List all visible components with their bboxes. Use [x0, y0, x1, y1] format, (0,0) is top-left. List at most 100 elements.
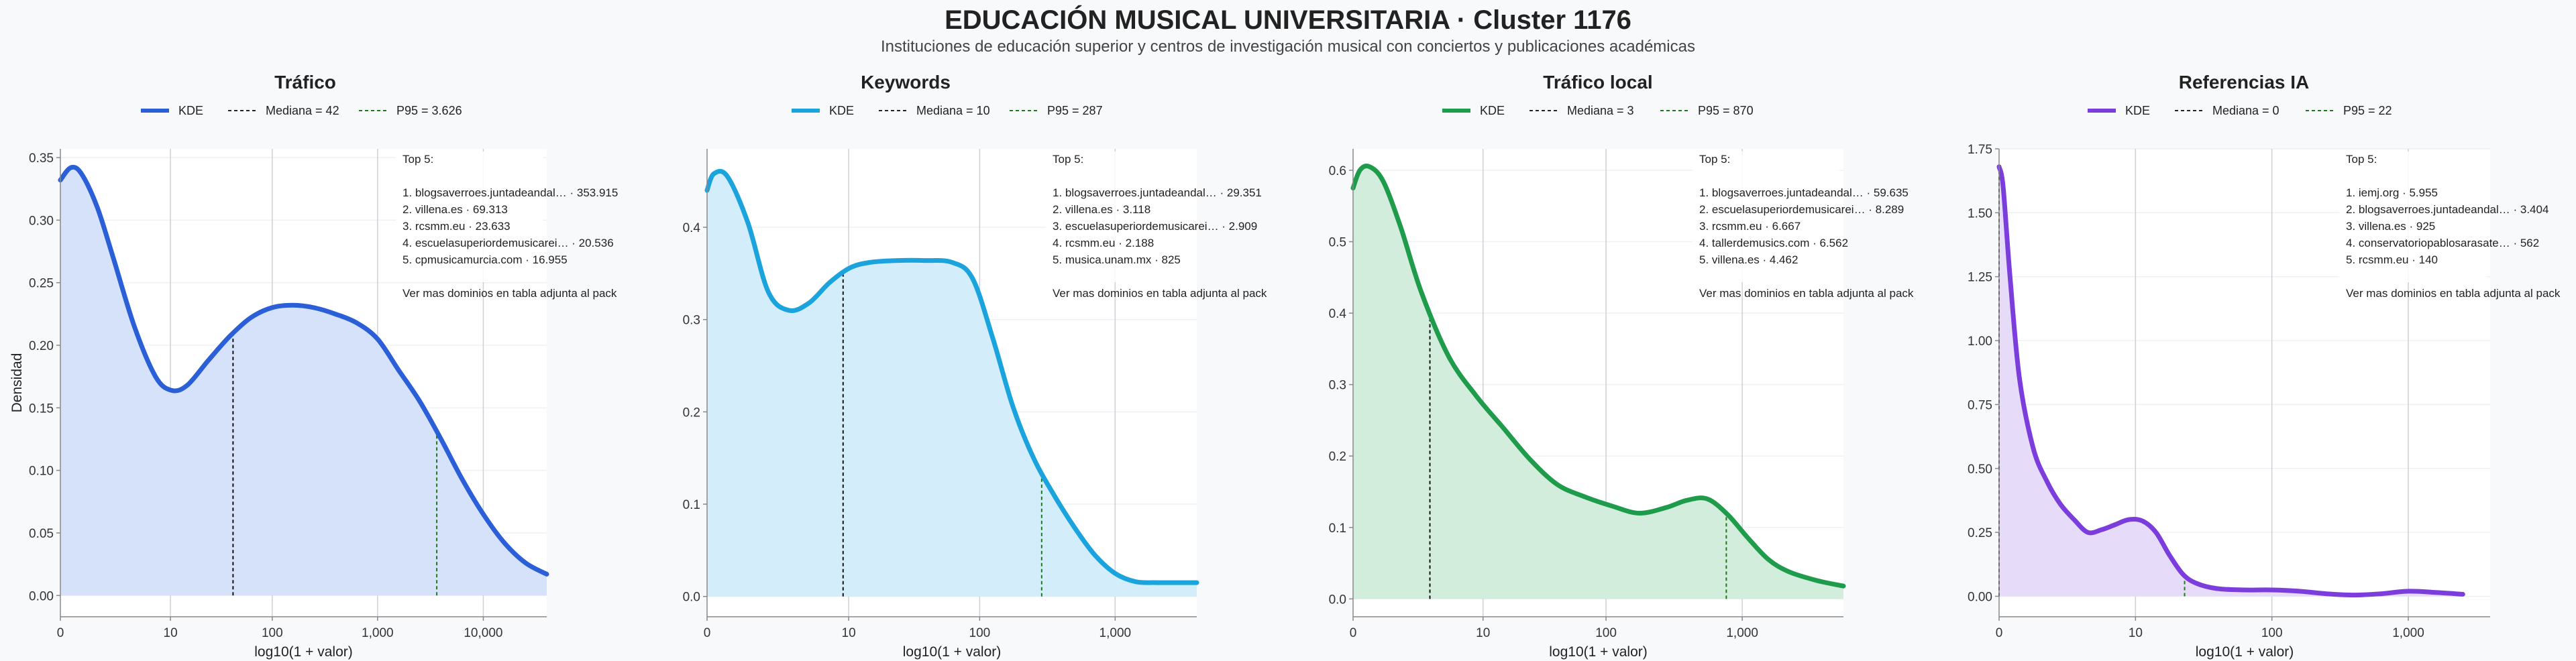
x-tick-label: 100 [262, 626, 283, 640]
y-tick-label: 0.4 [683, 221, 701, 235]
y-tick-label: 0.00 [1968, 590, 1992, 604]
y-tick-label: 0.10 [29, 465, 54, 479]
top5-line: 1. blogsaverroes.juntadeandal… · 29.351 [1053, 186, 1262, 199]
y-tick-label: 0.3 [1329, 379, 1346, 393]
x-axis-label: log10(1 + valor) [2196, 644, 2294, 660]
y-tick-label: 1.75 [1968, 143, 1992, 157]
y-axis-label: Densidad [9, 353, 25, 413]
top5-line: 1. blogsaverroes.juntadeandal… · 59.635 [1699, 186, 1909, 199]
y-tick-label: 0.1 [1329, 522, 1346, 536]
top5-line: 4. conservatoriopablosarasate… · 562 [2346, 237, 2539, 249]
top5-line: 5. cpmusicamurcia.com · 16.955 [402, 253, 568, 266]
top5-box [396, 152, 543, 282]
y-tick-label: 0.6 [1329, 164, 1346, 178]
kde-fill [707, 171, 1197, 597]
top5-line: 2. villena.es · 3.118 [1053, 203, 1150, 216]
panel-title: Tráfico local [1543, 72, 1652, 93]
top5-line: Ver mas dominios en tabla adjunta al pac… [2346, 287, 2561, 300]
y-tick-label: 0.3 [683, 314, 700, 328]
x-tick-label: 1,000 [1099, 626, 1132, 640]
top5-line: 4. escuelasuperiordemusicarei… · 20.536 [402, 237, 614, 249]
y-tick-label: 0.5 [1329, 236, 1346, 250]
top5-line: 3. escuelasuperiordemusicarei… · 2.909 [1053, 220, 1257, 233]
top5-box [2339, 152, 2487, 282]
top5-line: 2. villena.es · 69.313 [402, 203, 508, 216]
panel-title: Referencias IA [2179, 72, 2310, 93]
top5-line: 3. rcsmm.eu · 6.667 [1699, 220, 1801, 233]
top5-line: Top 5: [1699, 153, 1730, 166]
kde-line [1996, 164, 2465, 598]
y-tick-label: 0.00 [29, 589, 54, 603]
legend-median-label: Mediana = 3 [1567, 104, 1634, 117]
page-title: EDUCACIÓN MUSICAL UNIVERSITARIA · Cluste… [945, 5, 1631, 35]
y-tick-label: 0.35 [29, 152, 54, 166]
y-tick-label: 0.2 [1329, 450, 1346, 464]
y-tick-label: 1.25 [1968, 271, 1992, 285]
x-tick-label: 10 [164, 626, 178, 640]
legend: KDE Mediana = 10 P95 = 287 [792, 104, 1103, 117]
legend-p95-label: P95 = 3.626 [396, 104, 462, 117]
x-tick-label: 10 [2129, 626, 2143, 640]
kde-line [1350, 164, 1846, 589]
legend-kde-label: KDE [2125, 104, 2150, 117]
x-axis-label: log10(1 + valor) [1549, 644, 1648, 660]
kde-fill [60, 167, 547, 596]
y-tick-label: 0.0 [1329, 593, 1346, 607]
y-tick-label: 1.00 [1968, 335, 1992, 349]
top5-line: Ver mas dominios en tabla adjunta al pac… [1699, 287, 1914, 300]
x-tick-label: 100 [1595, 626, 1617, 640]
legend-kde-label: KDE [178, 104, 203, 117]
top5-line: Top 5: [2346, 153, 2377, 166]
x-tick-label: 10 [842, 626, 856, 640]
top5-line: Top 5: [402, 153, 433, 166]
legend: KDE Mediana = 3 P95 = 870 [1442, 104, 1754, 117]
legend-kde-label: KDE [829, 104, 854, 117]
top5-line: 5. villena.es · 4.462 [1699, 253, 1798, 266]
legend-p95-label: P95 = 870 [1698, 104, 1754, 117]
kde-fill [1353, 166, 1843, 599]
y-tick-label: 0.4 [1329, 307, 1347, 321]
y-tick-label: 0.75 [1968, 398, 1992, 412]
top5-line: 2. blogsaverroes.juntadeandal… · 3.404 [2346, 203, 2548, 216]
x-tick-label: 1,000 [1726, 626, 1758, 640]
legend-median-label: Mediana = 10 [916, 104, 990, 117]
y-tick-label: 0.25 [29, 277, 54, 291]
legend-median-label: Mediana = 0 [2212, 104, 2279, 117]
y-tick-label: 0.1 [683, 498, 700, 512]
top5-line: 1. iemj.org · 5.955 [2346, 186, 2438, 199]
y-tick-label: 0.0 [683, 591, 700, 605]
y-tick-label: 1.50 [1968, 206, 1992, 221]
x-tick-label: 0 [704, 626, 711, 640]
top5-line: 5. rcsmm.eu · 140 [2346, 253, 2438, 266]
top5-line: 2. escuelasuperiordemusicarei… · 8.289 [1699, 203, 1904, 216]
x-axis-label: log10(1 + valor) [903, 644, 1002, 660]
x-tick-label: 0 [1350, 626, 1357, 640]
top5-box [1046, 152, 1193, 282]
top5-line: 1. blogsaverroes.juntadeandal… · 353.915 [402, 186, 618, 199]
top5-line: 4. rcsmm.eu · 2.188 [1053, 237, 1154, 249]
chart-panel-1: Tráfico KDE Mediana = 42 P95 = 3.626 0.00 0.0… [9, 72, 618, 660]
chart-panel-3: Tráfico local KDE Mediana = 3 P95 = 870 0.0 0… [1329, 72, 1914, 660]
x-tick-label: 10 [1476, 626, 1490, 640]
top5-line: Ver mas dominios en tabla adjunta al pac… [1053, 287, 1267, 300]
legend-p95-label: P95 = 287 [1047, 104, 1103, 117]
x-tick-label: 1,000 [362, 626, 394, 640]
y-tick-label: 0.50 [1968, 463, 1992, 477]
kde-line [58, 164, 549, 577]
panel-title: Keywords [861, 72, 951, 93]
chart-panel-2: Keywords KDE Mediana = 10 P95 = 287 0.0 0.1 0.… [683, 72, 1267, 660]
y-tick-label: 0.15 [29, 402, 54, 416]
y-tick-label: 0.25 [1968, 526, 1992, 540]
x-tick-label: 100 [2261, 626, 2283, 640]
legend: KDE Mediana = 0 P95 = 22 [2088, 104, 2392, 117]
x-axis-label: log10(1 + valor) [254, 644, 353, 660]
page-subtitle: Instituciones de educación superior y ce… [881, 38, 1695, 56]
legend-kde-label: KDE [1480, 104, 1505, 117]
top5-line: 4. tallerdemusics.com · 6.562 [1699, 237, 1848, 249]
x-tick-label: 0 [57, 626, 64, 640]
y-tick-label: 0.2 [683, 406, 700, 420]
chart-panel-4: Referencias IA KDE Mediana = 0 P95 = 22 0.00… [1968, 72, 2561, 660]
y-tick-label: 0.20 [29, 339, 54, 353]
legend: KDE Mediana = 42 P95 = 3.626 [141, 104, 462, 117]
